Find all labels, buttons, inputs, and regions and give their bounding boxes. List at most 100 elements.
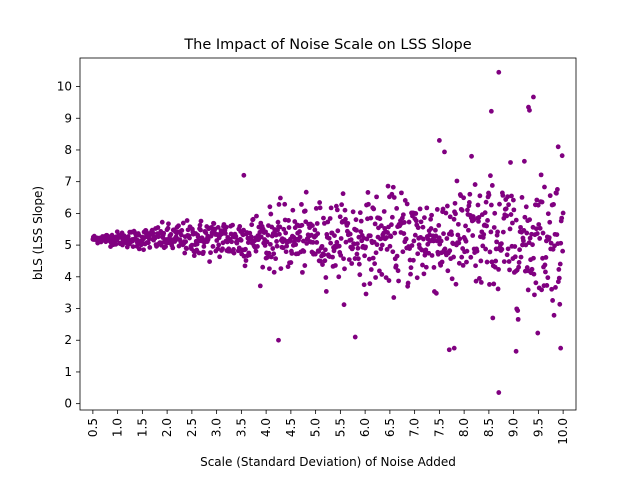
data-point — [365, 190, 371, 195]
data-point — [357, 272, 363, 278]
data-point — [262, 243, 268, 248]
data-point — [276, 202, 282, 207]
data-point — [390, 249, 396, 255]
data-point — [385, 230, 390, 235]
data-point — [354, 251, 360, 257]
data-point — [346, 257, 352, 262]
data-point — [523, 204, 529, 210]
data-point — [130, 244, 136, 250]
data-point — [265, 232, 271, 238]
data-point — [496, 69, 502, 75]
data-point — [409, 243, 415, 248]
x-tick-label: 10.0 — [556, 418, 570, 445]
data-point — [550, 298, 556, 303]
data-point — [310, 239, 316, 245]
data-point — [278, 195, 283, 201]
data-point — [513, 217, 519, 223]
data-point — [560, 210, 566, 216]
data-point — [277, 231, 282, 237]
y-tick-label: 3 — [64, 302, 72, 316]
data-point — [230, 222, 235, 228]
x-tick-label: 8.0 — [457, 418, 471, 437]
data-point — [274, 239, 279, 244]
data-point — [533, 280, 539, 286]
data-point — [451, 216, 457, 222]
data-point — [356, 261, 362, 267]
data-point — [527, 217, 533, 223]
data-point — [406, 219, 412, 225]
data-point — [168, 232, 174, 237]
data-point — [246, 252, 252, 258]
x-tick-label: 2.5 — [185, 418, 199, 437]
data-point — [464, 248, 470, 254]
data-point — [286, 225, 292, 230]
data-point — [544, 283, 550, 288]
y-axis-label: bLS (LSS Slope) — [31, 186, 45, 280]
data-point — [358, 218, 364, 224]
data-point — [391, 195, 397, 200]
data-point — [350, 209, 356, 215]
data-point — [345, 220, 351, 226]
data-point — [447, 248, 453, 254]
data-point — [473, 278, 479, 284]
data-point — [554, 190, 559, 196]
data-point — [217, 254, 223, 260]
data-point — [449, 276, 455, 282]
data-point — [483, 246, 489, 252]
data-point — [494, 239, 500, 245]
data-point — [381, 209, 387, 214]
data-point — [516, 264, 522, 270]
data-point — [300, 238, 306, 244]
data-point — [248, 234, 254, 240]
data-point — [529, 266, 535, 272]
data-point — [547, 219, 553, 225]
data-point — [333, 263, 338, 268]
data-point — [468, 254, 474, 260]
data-point — [300, 269, 305, 275]
data-point — [388, 222, 394, 228]
data-point — [414, 275, 420, 281]
data-point — [487, 282, 492, 287]
data-point — [503, 206, 509, 212]
data-point — [411, 238, 417, 244]
data-point — [320, 262, 325, 267]
data-point — [449, 232, 455, 238]
y-tick-label: 10 — [57, 80, 72, 94]
data-point — [441, 231, 446, 237]
y-tick-label: 0 — [64, 397, 72, 411]
data-point — [545, 275, 551, 281]
data-point — [184, 246, 190, 251]
x-tick-label: 4.5 — [284, 418, 298, 437]
data-point — [343, 216, 348, 222]
data-point — [535, 202, 541, 208]
x-tick-label: 3.0 — [210, 418, 224, 437]
data-point — [361, 282, 367, 288]
data-point — [191, 253, 197, 259]
data-point — [394, 206, 400, 211]
data-point — [492, 210, 498, 216]
data-point — [471, 217, 477, 223]
data-point — [223, 224, 229, 230]
data-point — [539, 287, 544, 293]
data-point — [367, 281, 373, 287]
data-point — [334, 207, 340, 213]
data-point — [371, 206, 377, 212]
x-tick-label: 0.5 — [86, 418, 100, 437]
data-point — [278, 266, 284, 272]
data-point — [368, 215, 374, 221]
x-tick-label: 6.5 — [383, 418, 397, 437]
data-point — [466, 227, 471, 233]
data-point — [497, 201, 502, 207]
data-point — [215, 225, 221, 230]
data-point — [520, 242, 525, 248]
data-point — [511, 207, 517, 213]
data-point — [348, 237, 354, 243]
data-point — [370, 255, 376, 261]
data-point — [374, 194, 379, 200]
data-point — [547, 193, 553, 199]
data-point — [532, 292, 537, 298]
data-point — [245, 240, 251, 246]
data-point — [180, 220, 186, 226]
data-point — [509, 193, 514, 199]
data-point — [460, 263, 466, 268]
